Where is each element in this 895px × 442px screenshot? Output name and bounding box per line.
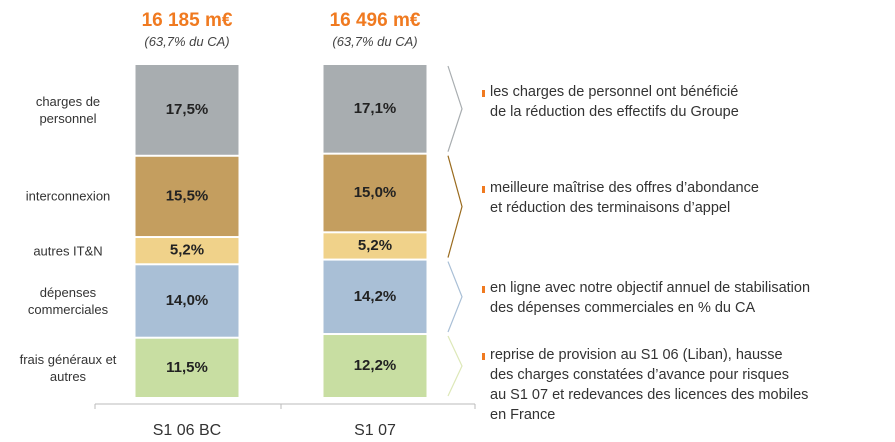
total-annotation: 16 185 m€ (63,7% du CA) bbox=[142, 9, 233, 51]
bracket bbox=[447, 335, 463, 397]
bar-segment bbox=[323, 65, 427, 153]
value-label: 5,2% bbox=[358, 237, 392, 254]
value-label: 12,2% bbox=[354, 357, 397, 374]
value-label: 15,5% bbox=[166, 187, 209, 204]
bracket bbox=[447, 65, 463, 152]
comment: reprise de provision au S1 06 (Liban), h… bbox=[482, 345, 892, 425]
series-label: frais généraux et autres bbox=[19, 351, 117, 384]
comment-line: au S1 07 et redevances des licences des … bbox=[490, 387, 809, 403]
bar-segment bbox=[323, 335, 427, 397]
total-annotation: 16 496 m€ (63,7% du CA) bbox=[330, 9, 421, 51]
x-tick-label: S1 06 BC bbox=[153, 422, 221, 439]
bracket bbox=[447, 261, 463, 333]
comment: meilleure maîtrise des offres d’abondanc… bbox=[482, 178, 892, 218]
bar-segment bbox=[135, 156, 239, 237]
bullet-marker bbox=[482, 353, 485, 360]
total-note: (63,7% du CA) bbox=[332, 34, 418, 49]
x-tick-label: S1 07 bbox=[354, 422, 396, 439]
comment-line: des dépenses commerciales en % du CA bbox=[490, 300, 756, 316]
value-label: 11,5% bbox=[166, 359, 208, 376]
series-label: autres IT&N bbox=[33, 243, 103, 259]
series-label: charges de personnel bbox=[35, 93, 101, 126]
total-value: 16 185 m€ bbox=[141, 10, 233, 31]
comment-line: des charges constatées d’avance pour ris… bbox=[490, 367, 790, 383]
comment-line: meilleure maîtrise des offres d’abondanc… bbox=[490, 180, 759, 196]
comment: en ligne avec notre objectif annuel de s… bbox=[482, 278, 892, 318]
comment-line: reprise de provision au S1 06 (Liban), h… bbox=[490, 347, 783, 363]
value-label: 14,2% bbox=[354, 288, 397, 305]
value-label: 14,0% bbox=[166, 292, 209, 309]
comment-line: et réduction des terminaisons d’appel bbox=[490, 200, 731, 216]
value-label: 5,2% bbox=[170, 242, 204, 259]
bullet-marker bbox=[482, 286, 485, 293]
bullet-marker bbox=[482, 186, 485, 193]
comment-line: de la réduction des effectifs du Groupe bbox=[490, 104, 739, 120]
bar-segment bbox=[323, 233, 427, 259]
total-value: 16 496 m€ bbox=[329, 10, 421, 31]
comment-line: en ligne avec notre objectif annuel de s… bbox=[490, 280, 811, 296]
bracket bbox=[447, 155, 463, 258]
comment-line: les charges de personnel ont bénéficié bbox=[490, 84, 739, 100]
bar-segment bbox=[135, 265, 239, 337]
value-label: 17,5% bbox=[166, 101, 209, 118]
bar-segment bbox=[323, 154, 427, 232]
bar-segment bbox=[135, 338, 239, 397]
bullet-marker bbox=[482, 90, 485, 97]
bar-segment bbox=[323, 260, 427, 334]
value-label: 15,0% bbox=[354, 184, 397, 201]
value-label: 17,1% bbox=[354, 100, 397, 117]
comment-line: en France bbox=[490, 407, 556, 423]
series-label: dépenses commerciales bbox=[27, 284, 109, 317]
bar-segment bbox=[135, 65, 239, 155]
series-label: interconnexion bbox=[25, 188, 111, 204]
bar-segment bbox=[135, 238, 239, 264]
comment: les charges de personnel ont bénéficié de… bbox=[482, 82, 892, 122]
total-note: (63,7% du CA) bbox=[144, 34, 230, 49]
